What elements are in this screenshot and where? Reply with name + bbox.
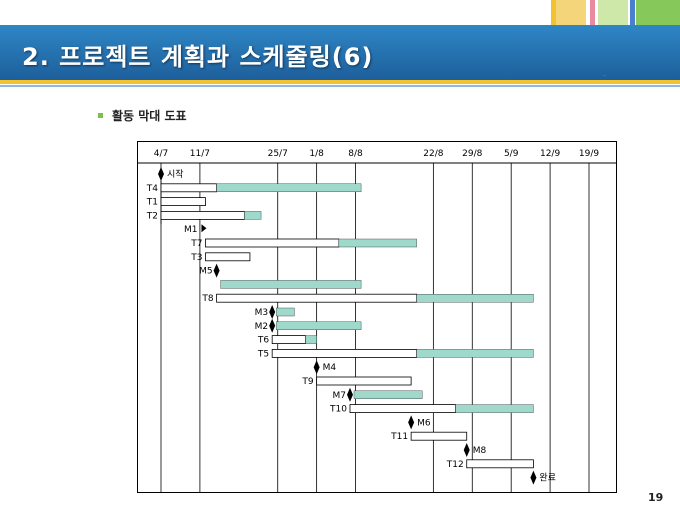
task-label: T4 bbox=[146, 184, 158, 194]
task-bar bbox=[271, 335, 306, 345]
slack-bar bbox=[275, 307, 295, 317]
milestone-label: M8 bbox=[473, 446, 487, 456]
milestone-diamond bbox=[269, 305, 276, 319]
milestone-label: 완료 bbox=[539, 473, 556, 484]
task-bar bbox=[349, 404, 456, 414]
date-label: 19/9 bbox=[579, 149, 599, 159]
task-bar bbox=[271, 348, 418, 358]
task-bar bbox=[216, 293, 418, 303]
accent-swatch-orange bbox=[556, 0, 586, 25]
task-label: T6 bbox=[257, 336, 269, 346]
slack-bar bbox=[220, 280, 362, 289]
task-bar bbox=[160, 197, 206, 206]
title-bar bbox=[0, 25, 680, 80]
milestone-diamond bbox=[213, 263, 220, 278]
milestone-label: M6 bbox=[417, 418, 431, 428]
milestone-diamond bbox=[313, 360, 320, 375]
task-label: T3 bbox=[190, 253, 202, 263]
slack-bar bbox=[416, 293, 534, 303]
milestone-label: M1 bbox=[184, 225, 198, 235]
milestone-diamond bbox=[346, 387, 353, 402]
slack-bar bbox=[338, 238, 417, 248]
slack-bar bbox=[305, 335, 317, 344]
milestone-label: M2 bbox=[255, 322, 268, 332]
date-label: 5/9 bbox=[504, 149, 519, 159]
slack-bar bbox=[244, 211, 262, 220]
title-underline-yellow bbox=[0, 80, 680, 84]
bullet-icon bbox=[98, 113, 103, 118]
date-label: 1/8 bbox=[309, 149, 324, 159]
chart-frame bbox=[137, 141, 617, 493]
milestone-diamond bbox=[530, 470, 537, 485]
task-bar bbox=[205, 252, 251, 262]
task-bar bbox=[466, 459, 534, 469]
task-bar bbox=[160, 183, 217, 193]
accent-swatch-green bbox=[598, 0, 628, 25]
accent-swatch-yellow bbox=[551, 0, 556, 25]
date-label: 11/7 bbox=[190, 149, 210, 159]
milestone-label: 시작 bbox=[167, 169, 184, 180]
page-title: 2. 프로젝트 계획과 스케줄링(6) bbox=[22, 43, 374, 71]
task-label: T10 bbox=[329, 405, 347, 415]
date-label: 22/8 bbox=[423, 149, 443, 159]
milestone-diamond bbox=[158, 167, 164, 181]
milestone-label: M4 bbox=[323, 363, 337, 373]
slack-bar bbox=[275, 321, 362, 331]
slack-bar bbox=[216, 183, 362, 192]
task-bar bbox=[316, 376, 412, 386]
task-label: T12 bbox=[446, 460, 464, 470]
date-label: 25/7 bbox=[268, 149, 288, 159]
task-bar bbox=[160, 211, 245, 220]
date-label: 8/8 bbox=[348, 149, 363, 159]
task-label: T2 bbox=[146, 211, 158, 221]
task-label: T5 bbox=[257, 349, 269, 359]
task-label: T9 bbox=[301, 377, 313, 387]
task-bar bbox=[410, 431, 468, 441]
date-label: 4/7 bbox=[154, 149, 168, 159]
section-subtitle: 활동 막대 도표 bbox=[112, 109, 187, 123]
milestone-label: M7 bbox=[332, 391, 346, 401]
milestone-label: M3 bbox=[255, 308, 268, 318]
slack-bar bbox=[353, 390, 423, 400]
milestone-diamond bbox=[269, 318, 276, 333]
milestone-diamond bbox=[463, 443, 470, 457]
slack-bar bbox=[416, 349, 534, 358]
page-number: 19 bbox=[648, 491, 664, 504]
activity-bar-chart: 4/7 11/7 25/7 1/8 8/8 22/8 29/8 5/9 12/9 19/9 시작 T4… bbox=[137, 141, 617, 493]
task-label: T7 bbox=[190, 239, 202, 249]
milestone-label: M5 bbox=[199, 267, 213, 277]
divider-mark bbox=[603, 75, 606, 76]
accent-swatch-lightgreen bbox=[636, 0, 680, 25]
flag-arrow bbox=[201, 224, 207, 233]
task-label: T11 bbox=[390, 432, 408, 442]
title-underline-blue bbox=[0, 85, 680, 87]
milestone-diamond bbox=[408, 415, 415, 430]
slack-bar bbox=[455, 404, 534, 413]
date-label: 29/8 bbox=[462, 149, 482, 159]
accent-swatch-pink bbox=[590, 0, 595, 25]
accent-swatch-blue bbox=[630, 0, 635, 25]
task-label: T1 bbox=[146, 198, 158, 208]
task-label: T8 bbox=[201, 294, 213, 304]
date-label: 12/9 bbox=[540, 149, 560, 159]
task-bar bbox=[205, 238, 340, 248]
